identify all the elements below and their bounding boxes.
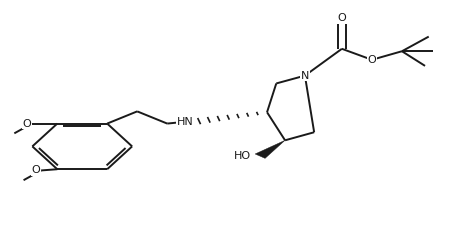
Text: O: O — [31, 165, 40, 175]
Text: N: N — [301, 71, 309, 81]
Text: O: O — [338, 13, 346, 23]
Text: HN: HN — [176, 117, 193, 127]
Text: O: O — [22, 119, 31, 129]
Text: O: O — [368, 55, 376, 65]
Text: HO: HO — [234, 151, 251, 161]
Polygon shape — [255, 140, 285, 158]
